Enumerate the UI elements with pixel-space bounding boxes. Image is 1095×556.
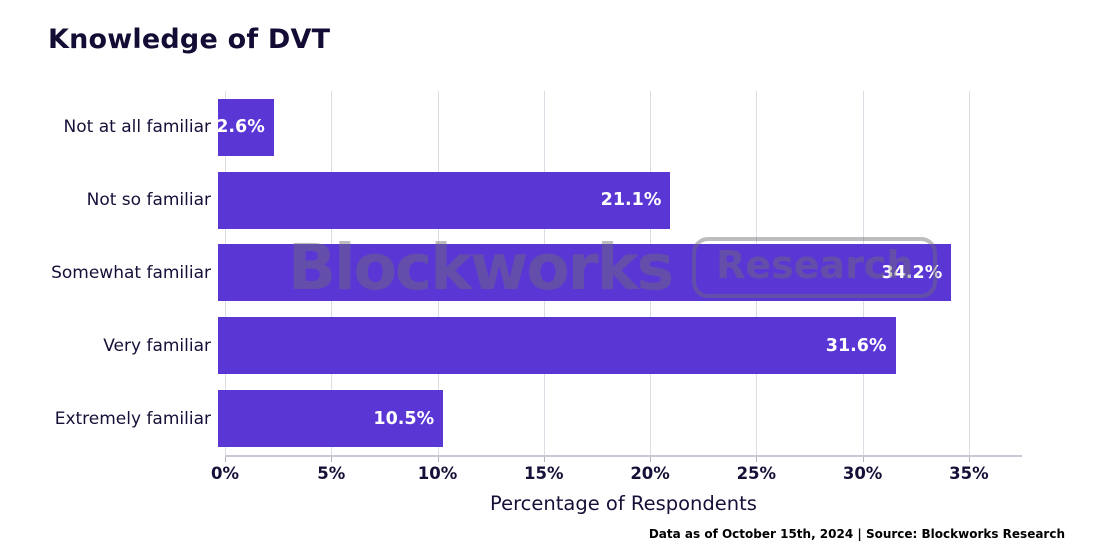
axis-tick (437, 457, 439, 462)
category-label: Extremely familiar (54, 408, 211, 429)
bar-track: 10.5% (218, 390, 1022, 448)
bar[interactable]: 2.6% (216, 98, 274, 156)
bar-value-label: 2.6% (216, 117, 265, 138)
x-tick-label: 10% (417, 464, 458, 483)
bar-rows: Not at all familiar 2.6% Not so familiar 21… (0, 91, 1022, 455)
bar[interactable]: 10.5% (218, 390, 444, 448)
category-label: Somewhat familiar (51, 262, 211, 283)
bar-track: 31.6% (218, 317, 1022, 375)
bar-row: Very familiar 31.6% (0, 309, 1022, 382)
x-tick-label: 25% (736, 464, 777, 483)
axis-tick (650, 457, 652, 462)
gridline (968, 91, 970, 455)
category-label: Not at all familiar (63, 117, 211, 138)
bar-row: Not so familiar 21.1% (0, 164, 1022, 237)
bar-track: 21.1% (218, 171, 1022, 229)
bar[interactable]: 21.1% (218, 171, 671, 229)
bar-track: 34.2% (218, 244, 1022, 302)
bar-value-label: 10.5% (373, 408, 435, 429)
source-footer: Data as of October 15th, 2024 | Source: … (648, 527, 1065, 541)
x-tick-label: 0% (210, 464, 240, 483)
x-tick-label: 35% (949, 464, 989, 483)
bar-track: 2.6% (216, 98, 1022, 156)
bar-row: Extremely familiar 10.5% (0, 382, 1022, 455)
category-label: Not so familiar (86, 190, 211, 211)
bar[interactable]: 34.2% (218, 244, 952, 302)
x-tick-label: 15% (524, 464, 564, 483)
axis-tick (225, 457, 226, 462)
axis-tick (543, 457, 545, 462)
bar-value-label: 34.2% (881, 262, 943, 283)
category-label: Very familiar (103, 335, 211, 356)
bar-value-label: 31.6% (825, 335, 887, 356)
x-tick-label: 20% (630, 464, 670, 483)
x-axis-title: Percentage of Respondents (490, 492, 757, 515)
x-tick-label: 5% (317, 464, 346, 483)
bar[interactable]: 31.6% (218, 317, 896, 375)
chart-title: Knowledge of DVT (48, 24, 331, 55)
bar-row: Not at all familiar 2.6% (0, 91, 1022, 164)
x-tick-label: 30% (842, 464, 883, 483)
axis-tick (862, 457, 864, 462)
bar-value-label: 21.1% (600, 190, 662, 211)
axis-tick (756, 457, 758, 462)
axis-tick (968, 457, 970, 462)
axis-tick (331, 457, 333, 462)
bar-row: Somewhat familiar 34.2% (0, 237, 1022, 310)
